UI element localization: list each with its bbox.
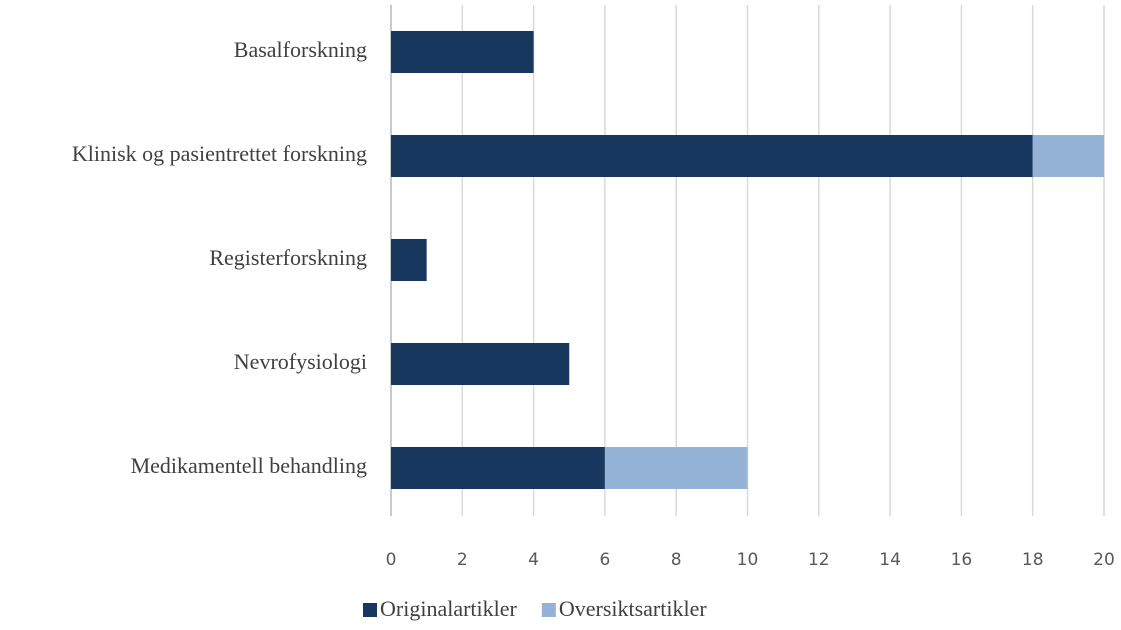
y-tick-label: Registerforskning (209, 245, 367, 270)
legend-swatch (541, 603, 556, 617)
legend-swatch (363, 603, 377, 617)
x-tick-label: 0 (386, 550, 397, 570)
x-tick-label: 16 (951, 550, 973, 570)
x-tick-label: 2 (457, 550, 468, 570)
x-tick-label: 12 (808, 550, 830, 570)
y-tick-label: Nevrofysiologi (234, 349, 367, 374)
x-tick-label: 18 (1022, 550, 1044, 570)
legend-label: Oversiktsartikler (559, 596, 708, 621)
bar-segment (391, 135, 1033, 177)
y-tick-label: Basalforskning (234, 37, 367, 62)
x-tick-label: 8 (671, 550, 682, 570)
bar-segment (391, 31, 534, 73)
bar-segment (604, 447, 748, 489)
x-tick-label: 4 (528, 550, 539, 570)
bar-segment (391, 447, 605, 489)
x-tick-label: 14 (879, 550, 901, 570)
bar-segment (1032, 135, 1104, 177)
y-tick-label: Medikamentell behandling (131, 453, 367, 478)
bar-segment (391, 239, 427, 281)
x-tick-label: 20 (1093, 550, 1115, 570)
x-tick-label: 6 (599, 550, 610, 570)
y-tick-label: Klinisk og pasientrettet forskning (72, 141, 367, 166)
legend-label: Originalartikler (380, 596, 518, 621)
bar-segment (391, 343, 570, 385)
x-tick-label: 10 (737, 550, 759, 570)
